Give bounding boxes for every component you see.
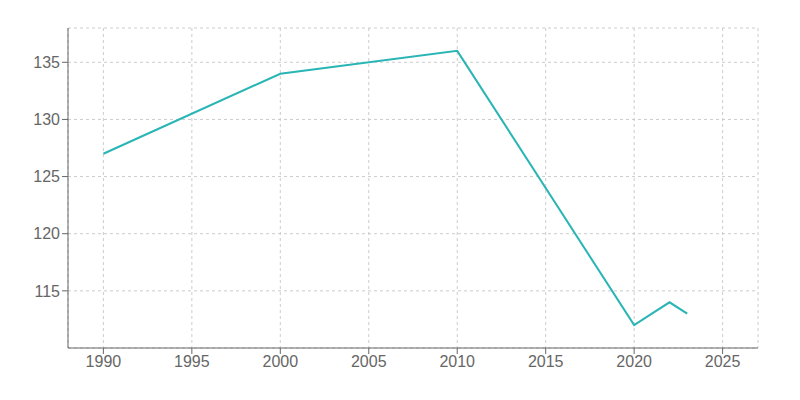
svg-text:2005: 2005 xyxy=(351,353,387,370)
svg-text:2020: 2020 xyxy=(616,353,652,370)
svg-text:120: 120 xyxy=(33,225,60,242)
svg-text:2010: 2010 xyxy=(439,353,475,370)
svg-text:135: 135 xyxy=(33,54,60,71)
svg-text:130: 130 xyxy=(33,111,60,128)
svg-text:2000: 2000 xyxy=(263,353,299,370)
svg-text:1990: 1990 xyxy=(86,353,122,370)
svg-text:1995: 1995 xyxy=(174,353,210,370)
svg-text:2025: 2025 xyxy=(705,353,741,370)
svg-text:2015: 2015 xyxy=(528,353,564,370)
svg-text:125: 125 xyxy=(33,168,60,185)
svg-text:115: 115 xyxy=(34,283,60,300)
